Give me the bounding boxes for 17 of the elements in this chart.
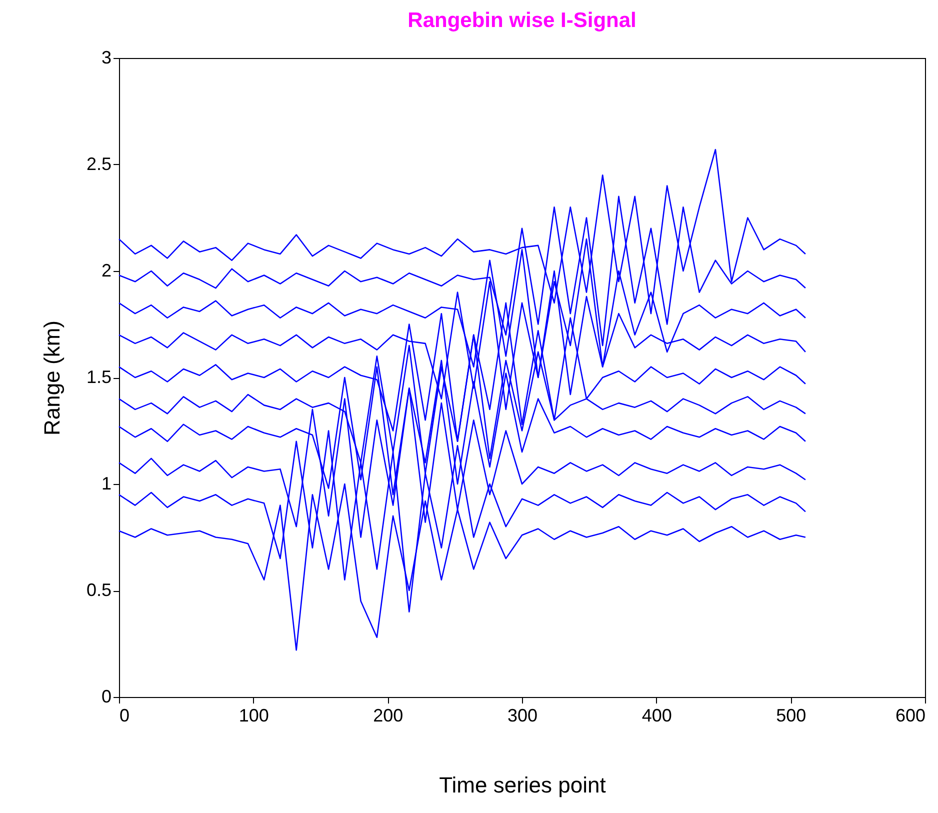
y-tick-label: 0.5 [86, 580, 112, 600]
x-tick-label: 200 [373, 706, 404, 726]
x-tick-label: 100 [238, 706, 269, 726]
x-tick-label: 0 [120, 706, 130, 726]
chart-title: Rangebin wise I-Signal [408, 9, 636, 32]
x-tick-label: 300 [507, 706, 538, 726]
y-tick-label: 1 [101, 474, 112, 494]
y-tick-label: 2.5 [86, 154, 112, 174]
y-tick-label: 1.5 [86, 367, 112, 387]
x-tick-label: 400 [642, 706, 672, 726]
x-tick-label: 500 [776, 706, 806, 726]
x-tick-label: 600 [895, 706, 926, 726]
y-tick-label: 0 [101, 686, 112, 706]
y-axis-title: Range (km) [39, 320, 64, 436]
x-axis-title: Time series point [439, 772, 606, 798]
y-tick-label: 2 [101, 260, 112, 280]
y-tick-label: 3 [101, 48, 112, 68]
